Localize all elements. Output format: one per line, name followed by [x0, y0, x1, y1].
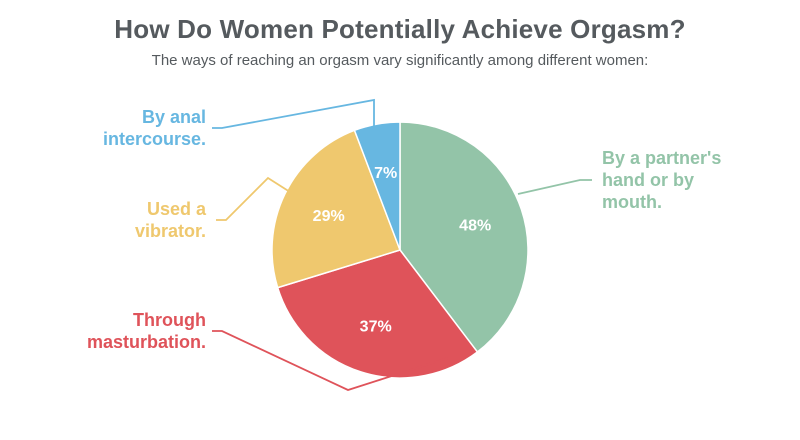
slice-category-label: Used a vibrator.	[135, 199, 207, 241]
slice-value-label: 37%	[360, 319, 392, 336]
leader-line	[517, 179, 592, 195]
chart-subtitle: The ways of reaching an orgasm vary sign…	[151, 52, 649, 69]
leader-line	[212, 98, 375, 129]
pie-slice	[399, 121, 529, 354]
chart-title: How Do Women Potentially Achieve Orgasm?	[114, 14, 686, 44]
slice-value-label: 7%	[374, 165, 397, 182]
leader-line	[212, 330, 449, 391]
pie-slice	[271, 129, 401, 289]
leader-line	[216, 176, 291, 221]
slice-value-label: 48%	[459, 218, 491, 235]
slice-category-label: By a partner's hand or by mouth.	[602, 148, 721, 212]
pie-slice	[353, 121, 401, 251]
slice-category-label: By anal intercourse.	[103, 107, 206, 149]
slice-value-label: 29%	[313, 208, 345, 225]
pie-slice	[276, 249, 479, 379]
slice-category-label: Through masturbation.	[87, 310, 206, 352]
